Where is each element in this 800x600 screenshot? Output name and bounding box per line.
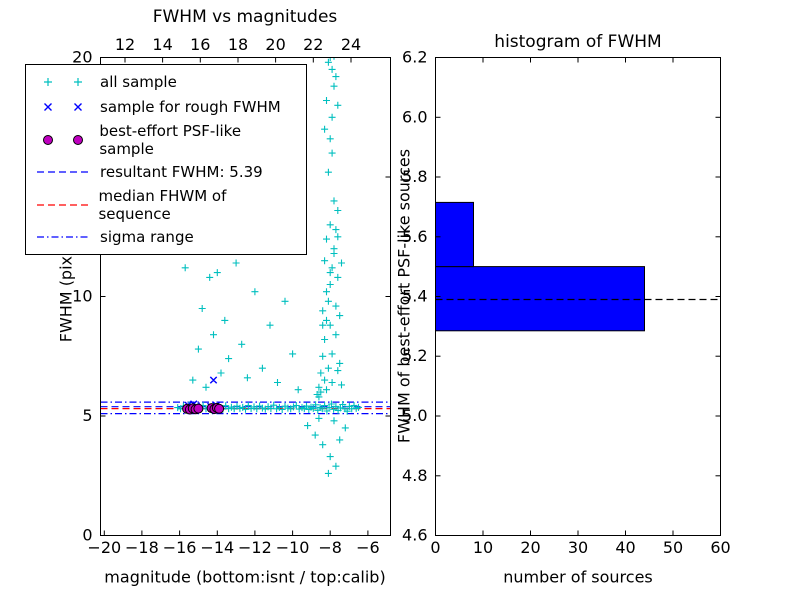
legend: all sample sample for rough FWHM best-effo… xyxy=(25,64,307,255)
legend-x-icon xyxy=(44,103,82,112)
right-ytick-label: 4.8 xyxy=(402,466,427,485)
right-xtick-label: 40 xyxy=(615,538,635,557)
legend-circle-icon xyxy=(43,134,83,145)
legend-item-0: all sample xyxy=(34,71,298,93)
left-top-xtick-label: 18 xyxy=(228,35,248,54)
right-xtick-label: 0 xyxy=(430,538,440,557)
right-ytick-label: 4.6 xyxy=(402,526,427,545)
left-x-axis-label: magnitude (bottom:isnt / top:calib) xyxy=(104,567,386,587)
right-ytick-label: 5.2 xyxy=(402,346,427,365)
legend-label: median FHWM of sequence xyxy=(98,186,227,223)
histogram-data xyxy=(435,201,721,332)
right-xtick-label: 20 xyxy=(520,538,540,557)
tick-marks xyxy=(100,57,721,536)
histogram-bar-1 xyxy=(435,201,474,268)
legend-item-2: best-effort PSF-like sample xyxy=(34,122,298,158)
left-plot-title: FWHM vs magnitudes xyxy=(152,7,338,27)
left-xtick-label: −18 xyxy=(125,538,159,557)
right-xtick-label: 30 xyxy=(568,538,588,557)
legend-label: resultant FWHM: 5.39 xyxy=(100,163,263,182)
left-xtick-label: −12 xyxy=(238,538,272,557)
right-ytick-label: 5.6 xyxy=(402,227,427,246)
left-plot-data xyxy=(100,57,391,477)
legend-item-1: sample for rough FWHM xyxy=(34,96,298,118)
left-xtick-label: −20 xyxy=(87,538,121,557)
left-y-axis-label: FWHM (pix) xyxy=(56,249,76,343)
tick-labels: −20 −18 −16 −14 −12 −10 −8 −6 12 14 16 18 20 22 24 0 5 10… xyxy=(72,35,731,557)
legend-item-4: median FHWM of sequence xyxy=(34,187,298,223)
left-top-xtick-label: 12 xyxy=(115,35,135,54)
left-ytick-label: 0 xyxy=(82,526,92,545)
left-xtick-label: −8 xyxy=(318,538,342,557)
right-ytick-label: 6.0 xyxy=(402,107,427,126)
legend-dashdot-icon xyxy=(37,236,89,238)
legend-plus-icon xyxy=(44,77,82,86)
left-top-xtick-label: 16 xyxy=(190,35,210,54)
legend-dashed-icon xyxy=(37,171,89,173)
left-ytick-label: 5 xyxy=(82,406,92,425)
left-xtick-label: −14 xyxy=(200,538,234,557)
right-x-axis-label: number of sources xyxy=(503,567,653,587)
left-top-xtick-label: 24 xyxy=(341,35,361,54)
right-xtick-label: 10 xyxy=(473,538,493,557)
legend-label: sample for rough FWHM xyxy=(100,98,281,117)
left-top-xtick-label: 22 xyxy=(303,35,323,54)
left-xtick-label: −6 xyxy=(356,538,380,557)
legend-dashed-icon xyxy=(37,204,89,206)
right-ytick-label: 5.8 xyxy=(402,167,427,186)
left-ytick-label: 10 xyxy=(72,287,92,306)
legend-item-5: sigma range xyxy=(34,226,298,248)
right-plot-title: histogram of FWHM xyxy=(494,32,662,52)
right-xtick-label: 60 xyxy=(710,538,730,557)
right-ytick-label: 5.4 xyxy=(402,287,427,306)
best-effort-psf-like-sample-points xyxy=(182,402,225,415)
right-xtick-label: 50 xyxy=(663,538,683,557)
legend-label: all sample xyxy=(100,72,177,91)
legend-item-3: resultant FWHM: 5.39 xyxy=(34,161,298,183)
right-ytick-label: 5.0 xyxy=(402,406,427,425)
legend-label: best-effort PSF-like sample xyxy=(99,121,242,158)
left-top-xtick-label: 14 xyxy=(152,35,172,54)
right-y-axis-label: FWHM of best-effort PSF-like sources xyxy=(394,148,414,444)
right-ytick-label: 6.2 xyxy=(402,48,427,67)
left-ytick-label: 20 xyxy=(72,48,92,67)
left-xtick-label: −10 xyxy=(276,538,310,557)
left-xtick-label: −16 xyxy=(163,538,197,557)
left-top-xtick-label: 20 xyxy=(265,35,285,54)
histogram-bar-0 xyxy=(435,266,645,332)
legend-label: sigma range xyxy=(100,228,194,247)
